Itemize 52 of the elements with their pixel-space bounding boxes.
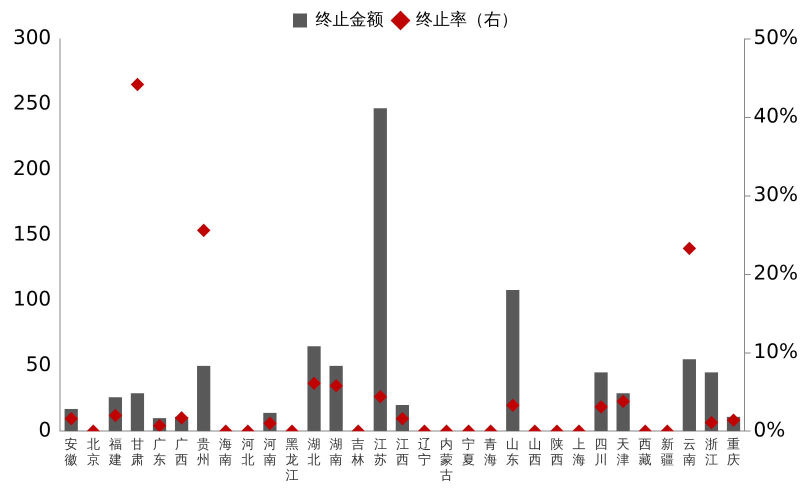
x-tick-label: 北京: [86, 437, 100, 468]
y-tick-label: 250: [12, 90, 52, 115]
y2-tick-label: 20%: [754, 260, 798, 285]
x-tick-label: 黑龙江: [285, 437, 298, 484]
x-tick-label: 浙江: [704, 437, 718, 468]
x-tick-label: 广东: [153, 437, 166, 468]
bar: [307, 346, 321, 432]
x-tick-label: 河南: [263, 437, 276, 468]
y2-tick-label: 40%: [754, 104, 798, 128]
x-tick-label: 青海: [484, 437, 498, 468]
x-tick-label: 四川: [594, 437, 608, 468]
y-tick-label: 300: [12, 25, 52, 50]
bar: [130, 393, 144, 432]
x-tick-label: 安徽: [64, 436, 78, 468]
x-tick-label: 西藏: [638, 437, 652, 468]
bar: [682, 359, 696, 432]
x-tick-label: 宁夏: [462, 436, 476, 468]
x-tick-label: 湖北: [308, 437, 321, 468]
x-tick-label: 云南: [682, 437, 696, 468]
y-tick-label: 150: [12, 221, 52, 246]
y-tick-label: 100: [12, 286, 52, 311]
y-tick-label: 200: [12, 156, 52, 180]
x-tick-label: 山西: [528, 437, 542, 468]
y2-tick-label: 30%: [754, 182, 798, 206]
bar: [374, 108, 387, 432]
y-tick-label: 0: [38, 417, 52, 442]
bar: [506, 290, 520, 432]
x-tick-label: 江西: [396, 437, 409, 468]
legend-label: 终止金额: [316, 10, 384, 30]
x-tick-label: 湖南: [330, 437, 343, 468]
x-tick-label: 辽宁: [418, 437, 431, 468]
x-tick-label: 河北: [241, 437, 254, 468]
x-tick-label: 新疆: [660, 437, 674, 468]
x-tick-label: 广西: [175, 437, 188, 468]
y-tick-label: 50: [26, 352, 52, 376]
x-tick-label: 海南: [219, 437, 232, 468]
y2-tick-label: 50%: [754, 25, 798, 50]
y2-tick-label: 10%: [754, 338, 798, 363]
x-tick-label: 吉林: [350, 437, 365, 468]
x-tick-label: 天津: [616, 437, 630, 468]
x-tick-label: 福建: [108, 437, 122, 468]
x-tick-label: 陕西: [550, 437, 564, 468]
legend-label: 终止率（右）: [416, 10, 518, 30]
x-tick-label: 内蒙古: [440, 437, 454, 484]
y2-tick-label: 0%: [754, 417, 786, 442]
x-tick-label: 贵州: [197, 437, 210, 468]
x-tick-label: 重庆: [727, 437, 740, 468]
bar: [197, 366, 210, 432]
x-tick-label: 山东: [506, 437, 520, 468]
x-tick-label: 江苏: [374, 437, 387, 468]
x-tick-label: 甘肃: [130, 437, 144, 468]
x-tick-label: 上海: [572, 437, 586, 468]
